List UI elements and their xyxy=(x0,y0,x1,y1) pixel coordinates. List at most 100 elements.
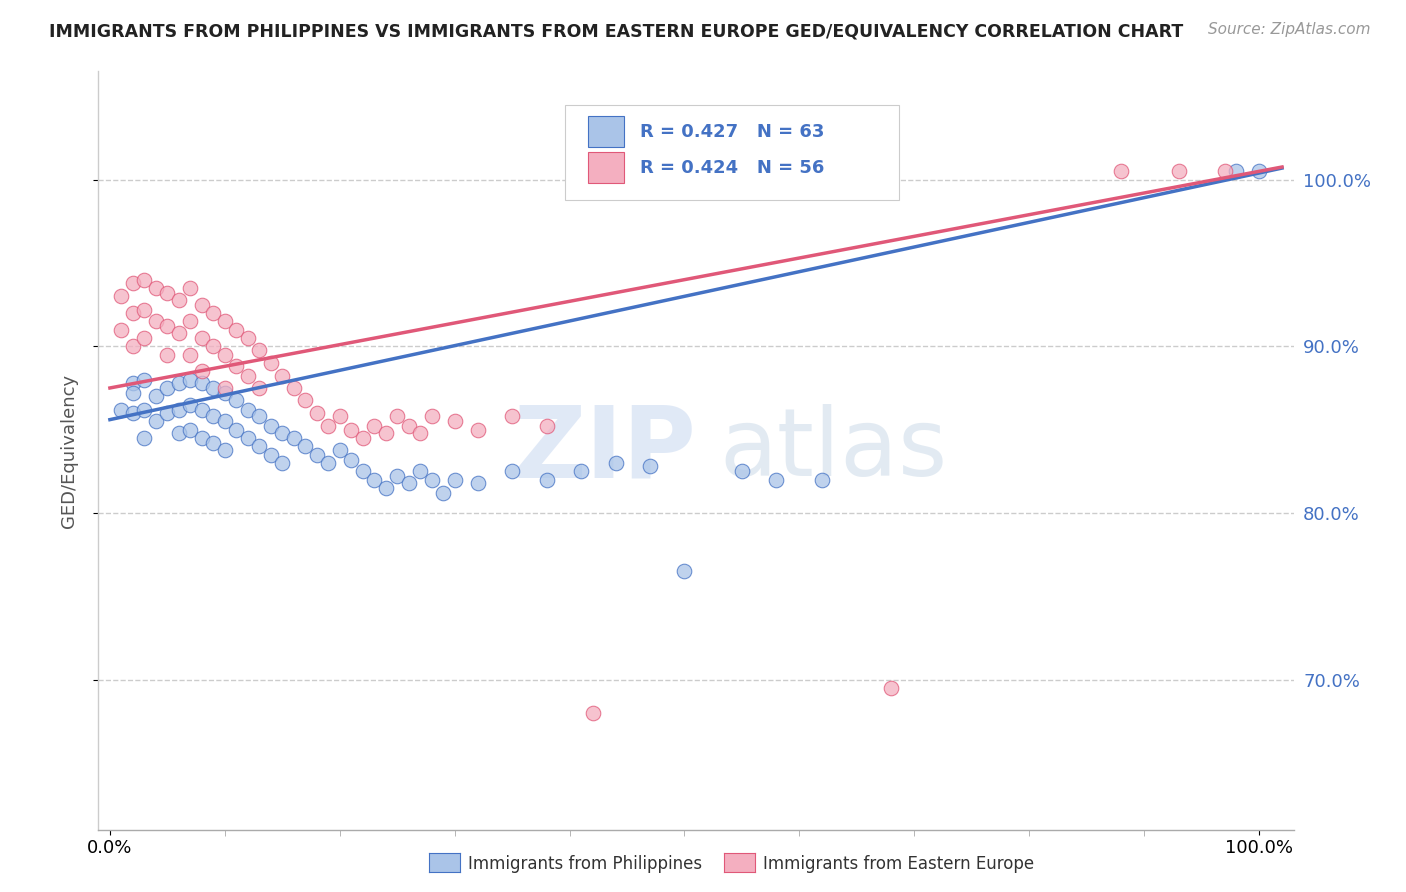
Text: R = 0.427   N = 63: R = 0.427 N = 63 xyxy=(640,123,824,141)
Point xyxy=(409,464,432,478)
Point xyxy=(605,456,627,470)
Point xyxy=(409,425,432,440)
Point xyxy=(569,464,592,478)
Point xyxy=(134,431,156,445)
Point xyxy=(167,293,190,307)
Text: Immigrants from Philippines: Immigrants from Philippines xyxy=(468,855,703,873)
Point xyxy=(731,464,754,478)
Point xyxy=(536,419,558,434)
Point xyxy=(202,436,225,450)
Point xyxy=(352,431,374,445)
Point xyxy=(305,406,328,420)
FancyBboxPatch shape xyxy=(589,153,624,183)
Point xyxy=(1213,164,1236,178)
Point xyxy=(536,473,558,487)
Point xyxy=(247,439,270,453)
Point xyxy=(283,431,305,445)
Point xyxy=(122,386,145,401)
Point xyxy=(202,339,225,353)
Point xyxy=(214,348,236,362)
Text: Source: ZipAtlas.com: Source: ZipAtlas.com xyxy=(1208,22,1371,37)
Point xyxy=(1167,164,1189,178)
Point xyxy=(340,452,363,467)
Point xyxy=(363,473,385,487)
Point xyxy=(811,473,834,487)
Point xyxy=(467,475,489,490)
Point xyxy=(363,419,385,434)
Point xyxy=(179,423,201,437)
Point xyxy=(191,331,214,345)
Point xyxy=(145,281,167,295)
Point xyxy=(271,425,294,440)
Point xyxy=(110,323,132,337)
Point xyxy=(156,381,179,395)
Point xyxy=(191,402,214,417)
Point xyxy=(247,343,270,357)
Point xyxy=(294,439,316,453)
Point xyxy=(179,281,201,295)
Point xyxy=(352,464,374,478)
Point xyxy=(167,376,190,390)
Point xyxy=(134,331,156,345)
Point xyxy=(156,348,179,362)
Point xyxy=(134,273,156,287)
Point xyxy=(156,285,179,300)
Point xyxy=(134,302,156,317)
Point xyxy=(122,276,145,290)
Point xyxy=(271,369,294,384)
Point xyxy=(156,319,179,334)
Point xyxy=(385,469,409,483)
Point xyxy=(283,381,305,395)
Point xyxy=(202,306,225,320)
Point xyxy=(145,314,167,328)
Point xyxy=(443,473,465,487)
Point xyxy=(432,486,454,500)
Point xyxy=(179,373,201,387)
Text: ZIP: ZIP xyxy=(513,402,696,499)
Point xyxy=(236,431,259,445)
Point xyxy=(122,376,145,390)
Point xyxy=(443,414,465,428)
Point xyxy=(214,314,236,328)
Point xyxy=(202,381,225,395)
Point xyxy=(385,409,409,424)
Point xyxy=(247,381,270,395)
Point xyxy=(501,464,523,478)
Point xyxy=(122,406,145,420)
Point xyxy=(191,431,214,445)
Point xyxy=(1225,164,1247,178)
Point xyxy=(145,414,167,428)
Point xyxy=(236,402,259,417)
Point xyxy=(214,414,236,428)
Point xyxy=(179,348,201,362)
Point xyxy=(110,289,132,303)
FancyBboxPatch shape xyxy=(589,117,624,147)
Point xyxy=(122,306,145,320)
Point xyxy=(1247,164,1270,178)
Point xyxy=(191,364,214,378)
Point xyxy=(134,402,156,417)
Point xyxy=(225,359,247,374)
Text: R = 0.424   N = 56: R = 0.424 N = 56 xyxy=(640,159,824,177)
Point xyxy=(167,326,190,340)
Point xyxy=(638,459,661,474)
Point xyxy=(1109,164,1132,178)
Point xyxy=(179,314,201,328)
Point xyxy=(501,409,523,424)
Point xyxy=(673,564,696,578)
Point xyxy=(316,456,339,470)
Point xyxy=(316,419,339,434)
Text: Immigrants from Eastern Europe: Immigrants from Eastern Europe xyxy=(763,855,1035,873)
Point xyxy=(134,373,156,387)
Text: atlas: atlas xyxy=(720,404,948,497)
Point xyxy=(581,706,603,720)
Point xyxy=(110,402,132,417)
Point xyxy=(398,475,420,490)
Point xyxy=(765,473,787,487)
Point xyxy=(305,448,328,462)
Point xyxy=(167,402,190,417)
Point xyxy=(191,376,214,390)
Point xyxy=(398,419,420,434)
Point xyxy=(236,331,259,345)
Point xyxy=(420,409,443,424)
